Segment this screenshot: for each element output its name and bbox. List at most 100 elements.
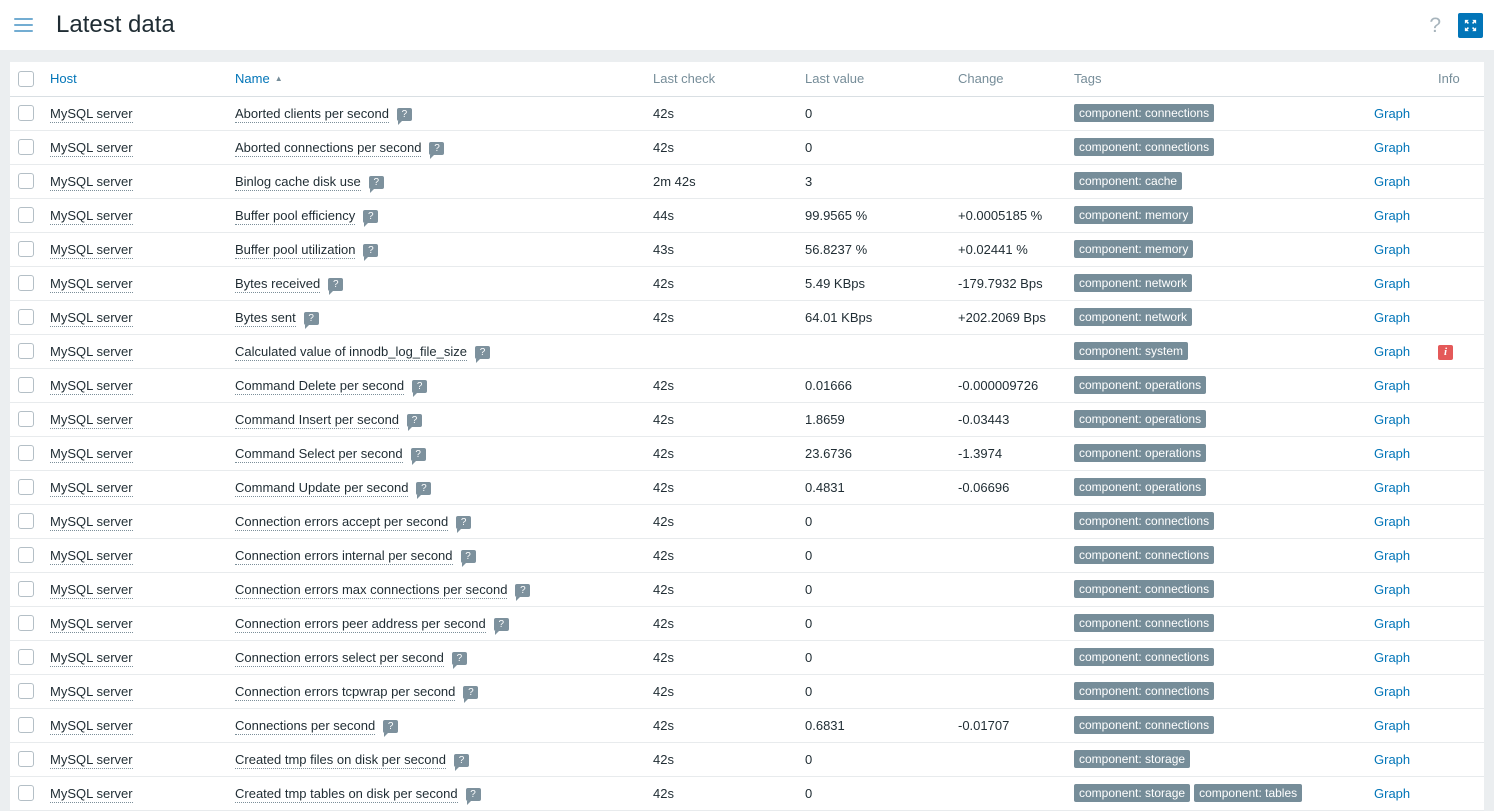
host-link[interactable]: MySQL server: [50, 751, 133, 769]
item-name-link[interactable]: Bytes sent: [235, 309, 296, 327]
item-help-bubble-icon[interactable]: ?: [410, 447, 426, 465]
tag-badge[interactable]: component: connections: [1074, 648, 1215, 666]
item-name-link[interactable]: Connection errors internal per second: [235, 547, 453, 565]
tag-badge[interactable]: component: operations: [1074, 444, 1207, 462]
graph-link[interactable]: Graph: [1374, 377, 1411, 393]
item-name-link[interactable]: Command Insert per second: [235, 411, 400, 429]
item-name-link[interactable]: Binlog cache disk use: [235, 173, 361, 191]
host-link[interactable]: MySQL server: [50, 105, 133, 123]
row-checkbox[interactable]: [18, 751, 34, 768]
row-checkbox[interactable]: [18, 581, 34, 598]
item-name-link[interactable]: Bytes received: [235, 275, 321, 293]
item-help-bubble-icon[interactable]: ?: [429, 141, 445, 159]
item-name-link[interactable]: Connection errors accept per second: [235, 513, 449, 531]
graph-link[interactable]: Graph: [1374, 513, 1411, 529]
graph-link[interactable]: Graph: [1374, 309, 1411, 325]
graph-link[interactable]: Graph: [1374, 173, 1411, 189]
host-link[interactable]: MySQL server: [50, 241, 133, 259]
error-info-icon[interactable]: i: [1438, 344, 1453, 360]
item-help-bubble-icon[interactable]: ?: [456, 515, 472, 533]
item-name-link[interactable]: Command Select per second: [235, 445, 403, 463]
host-link[interactable]: MySQL server: [50, 411, 133, 429]
graph-link[interactable]: Graph: [1374, 547, 1411, 563]
graph-link[interactable]: Graph: [1374, 207, 1411, 223]
graph-link[interactable]: Graph: [1374, 615, 1411, 631]
tag-badge[interactable]: component: network: [1074, 274, 1193, 292]
tag-badge[interactable]: component: connections: [1074, 104, 1215, 122]
item-name-link[interactable]: Connection errors select per second: [235, 649, 444, 667]
item-help-bubble-icon[interactable]: ?: [412, 379, 428, 397]
item-help-bubble-icon[interactable]: ?: [463, 685, 479, 703]
item-name-link[interactable]: Buffer pool efficiency: [235, 207, 356, 225]
item-help-bubble-icon[interactable]: ?: [328, 277, 344, 295]
item-help-bubble-icon[interactable]: ?: [363, 243, 379, 261]
item-help-bubble-icon[interactable]: ?: [493, 617, 509, 635]
row-checkbox[interactable]: [18, 343, 34, 360]
kiosk-mode-button[interactable]: [1458, 12, 1483, 38]
item-help-bubble-icon[interactable]: ?: [303, 311, 319, 329]
graph-link[interactable]: Graph: [1374, 683, 1411, 699]
item-name-link[interactable]: Calculated value of innodb_log_file_size: [235, 343, 467, 361]
help-icon[interactable]: ?: [1429, 13, 1441, 37]
tag-badge[interactable]: component: connections: [1074, 138, 1215, 156]
row-checkbox[interactable]: [18, 377, 34, 394]
select-all-checkbox[interactable]: [18, 71, 34, 88]
graph-link[interactable]: Graph: [1374, 343, 1411, 359]
graph-link[interactable]: Graph: [1374, 139, 1411, 155]
row-checkbox[interactable]: [18, 615, 34, 632]
item-help-bubble-icon[interactable]: ?: [368, 175, 384, 193]
tag-badge[interactable]: component: network: [1074, 308, 1193, 326]
row-checkbox[interactable]: [18, 309, 34, 326]
tag-badge[interactable]: component: operations: [1074, 410, 1207, 428]
column-name[interactable]: Name: [235, 71, 270, 87]
row-checkbox[interactable]: [18, 207, 34, 224]
tag-badge[interactable]: component: operations: [1074, 478, 1207, 496]
host-link[interactable]: MySQL server: [50, 581, 133, 599]
item-name-link[interactable]: Command Delete per second: [235, 377, 405, 395]
graph-link[interactable]: Graph: [1374, 785, 1411, 801]
item-name-link[interactable]: Aborted clients per second: [235, 105, 389, 123]
row-checkbox[interactable]: [18, 139, 34, 156]
row-checkbox[interactable]: [18, 445, 34, 462]
item-help-bubble-icon[interactable]: ?: [460, 549, 476, 567]
graph-link[interactable]: Graph: [1374, 751, 1411, 767]
tag-badge[interactable]: component: system: [1074, 342, 1189, 360]
item-name-link[interactable]: Connection errors peer address per secon…: [235, 615, 486, 633]
host-link[interactable]: MySQL server: [50, 717, 133, 735]
tag-badge[interactable]: component: connections: [1074, 546, 1215, 564]
graph-link[interactable]: Graph: [1374, 445, 1411, 461]
row-checkbox[interactable]: [18, 683, 34, 700]
item-name-link[interactable]: Command Update per second: [235, 479, 409, 497]
item-name-link[interactable]: Buffer pool utilization: [235, 241, 356, 259]
tag-badge[interactable]: component: connections: [1074, 682, 1215, 700]
item-help-bubble-icon[interactable]: ?: [407, 413, 423, 431]
row-checkbox[interactable]: [18, 105, 34, 122]
host-link[interactable]: MySQL server: [50, 139, 133, 157]
graph-link[interactable]: Graph: [1374, 105, 1411, 121]
row-checkbox[interactable]: [18, 513, 34, 530]
host-link[interactable]: MySQL server: [50, 683, 133, 701]
host-link[interactable]: MySQL server: [50, 275, 133, 293]
tag-badge[interactable]: component: connections: [1074, 716, 1215, 734]
tag-badge[interactable]: component: storage: [1074, 784, 1191, 802]
item-name-link[interactable]: Aborted connections per second: [235, 139, 422, 157]
row-checkbox[interactable]: [18, 649, 34, 666]
host-link[interactable]: MySQL server: [50, 377, 133, 395]
item-help-bubble-icon[interactable]: ?: [515, 583, 531, 601]
item-help-bubble-icon[interactable]: ?: [363, 209, 379, 227]
tag-badge[interactable]: component: tables: [1194, 784, 1303, 802]
host-link[interactable]: MySQL server: [50, 343, 133, 361]
row-checkbox[interactable]: [18, 717, 34, 734]
item-name-link[interactable]: Connection errors tcpwrap per second: [235, 683, 456, 701]
graph-link[interactable]: Graph: [1374, 479, 1411, 495]
graph-link[interactable]: Graph: [1374, 275, 1411, 291]
hamburger-menu-icon[interactable]: [14, 14, 36, 36]
item-name-link[interactable]: Connection errors max connections per se…: [235, 581, 508, 599]
item-help-bubble-icon[interactable]: ?: [465, 787, 481, 805]
graph-link[interactable]: Graph: [1374, 649, 1411, 665]
row-checkbox[interactable]: [18, 785, 34, 802]
row-checkbox[interactable]: [18, 173, 34, 190]
item-help-bubble-icon[interactable]: ?: [383, 719, 399, 737]
tag-badge[interactable]: component: memory: [1074, 240, 1194, 258]
tag-badge[interactable]: component: connections: [1074, 614, 1215, 632]
